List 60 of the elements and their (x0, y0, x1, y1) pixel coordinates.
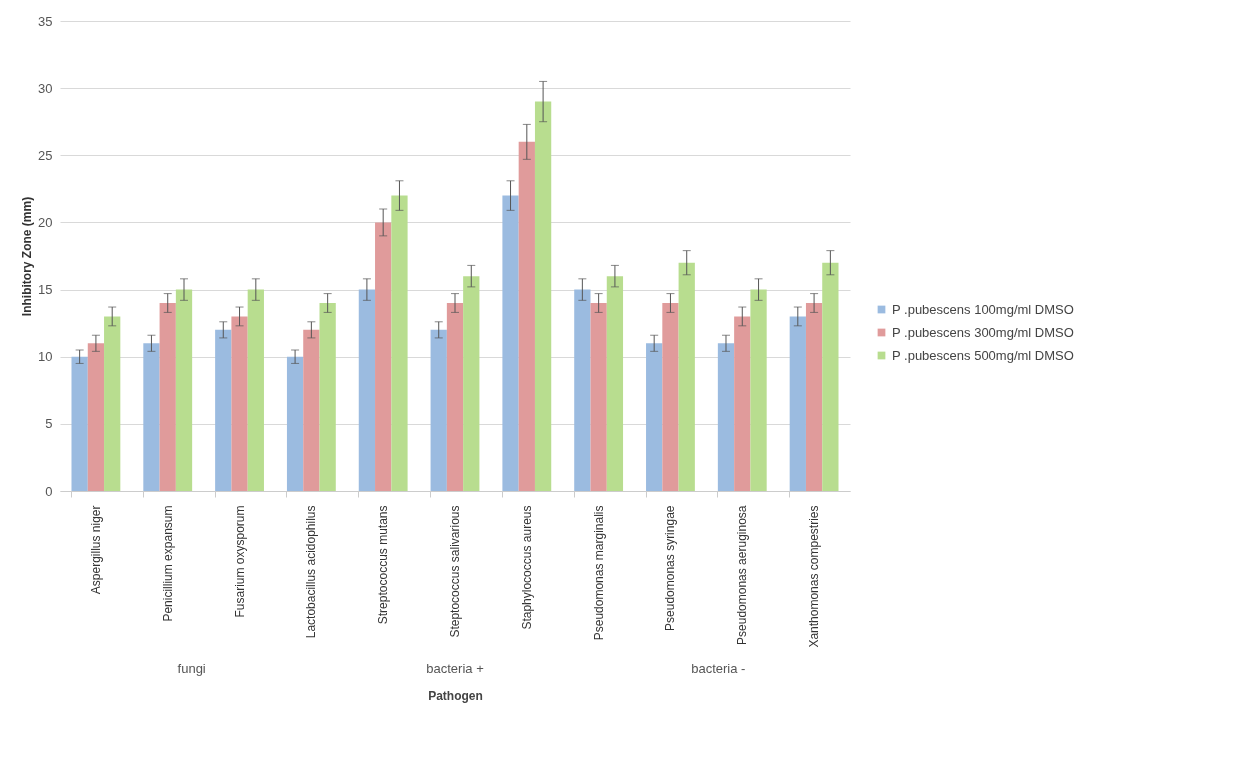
bar (87, 343, 105, 491)
x-tick-label: Aspergillus niger (88, 505, 103, 595)
bar (143, 343, 160, 491)
x-tick-label: Xanthomonas compestries (807, 505, 822, 648)
text: fungi (177, 661, 206, 676)
bar (805, 303, 823, 491)
bar (518, 141, 535, 491)
bar (358, 289, 376, 491)
bar (446, 303, 464, 491)
legend-label: P .pubescens 300mg/ml DMSO (892, 324, 1074, 340)
bar (391, 195, 408, 491)
bar (319, 303, 336, 491)
bar (717, 343, 735, 491)
x-tick-label: Pseudomonas marginalis (591, 505, 606, 641)
bar (247, 289, 264, 491)
x-tick-label: Pseudomonas syringae (663, 505, 678, 631)
y-tick-label: 25 (38, 147, 53, 163)
bar (574, 289, 591, 491)
bar (734, 316, 751, 491)
bar (502, 195, 519, 491)
x-tick-label: Steptococcus salivarious (448, 505, 462, 638)
bar (606, 276, 624, 491)
text: bacteria + (426, 661, 484, 676)
y-tick-label: 20 (38, 214, 53, 230)
bar (175, 289, 193, 491)
bar (646, 343, 663, 491)
bar (463, 276, 480, 491)
x-tick-label: Penicillium expansum (160, 505, 175, 622)
y-tick-label: 35 (38, 13, 53, 29)
bar (71, 356, 88, 491)
bar (590, 303, 607, 491)
y-tick-label: 10 (38, 349, 53, 365)
bar (678, 262, 695, 491)
bar (534, 101, 552, 491)
text: bacteria - (691, 661, 746, 676)
y-tick-label: 5 (45, 416, 53, 432)
x-tick-label: Pseudomonas aeruginosa (735, 505, 750, 645)
bar (215, 329, 232, 491)
bar (375, 222, 392, 491)
x-axis-title: Pathogen (428, 688, 483, 703)
bar (662, 303, 679, 491)
bar (286, 356, 304, 491)
bar (303, 329, 320, 491)
x-tick-label: Staphylococcus aureus (519, 505, 534, 630)
y-tick-label: 15 (38, 282, 53, 298)
x-tick-label: Lactobacillus acidophilus (304, 505, 319, 639)
bar (750, 289, 767, 491)
legend-label: P .pubescens 100mg/ml DMSO (892, 301, 1074, 317)
bar (104, 316, 121, 491)
x-tick-label: Streptococcus mutans (376, 505, 391, 625)
y-tick-label: 0 (45, 483, 53, 499)
bar (231, 316, 248, 491)
bar (430, 329, 447, 491)
bar (789, 316, 806, 491)
x-tick-label: Fusarium oxysporum (232, 505, 247, 618)
bar (822, 262, 839, 491)
y-tick-label: 30 (38, 80, 53, 96)
y-axis-title: Inhibitory Zone (mm) (20, 196, 35, 317)
legend-label: P .pubescens 500mg/ml DMSO (892, 347, 1074, 363)
bar (159, 303, 176, 491)
